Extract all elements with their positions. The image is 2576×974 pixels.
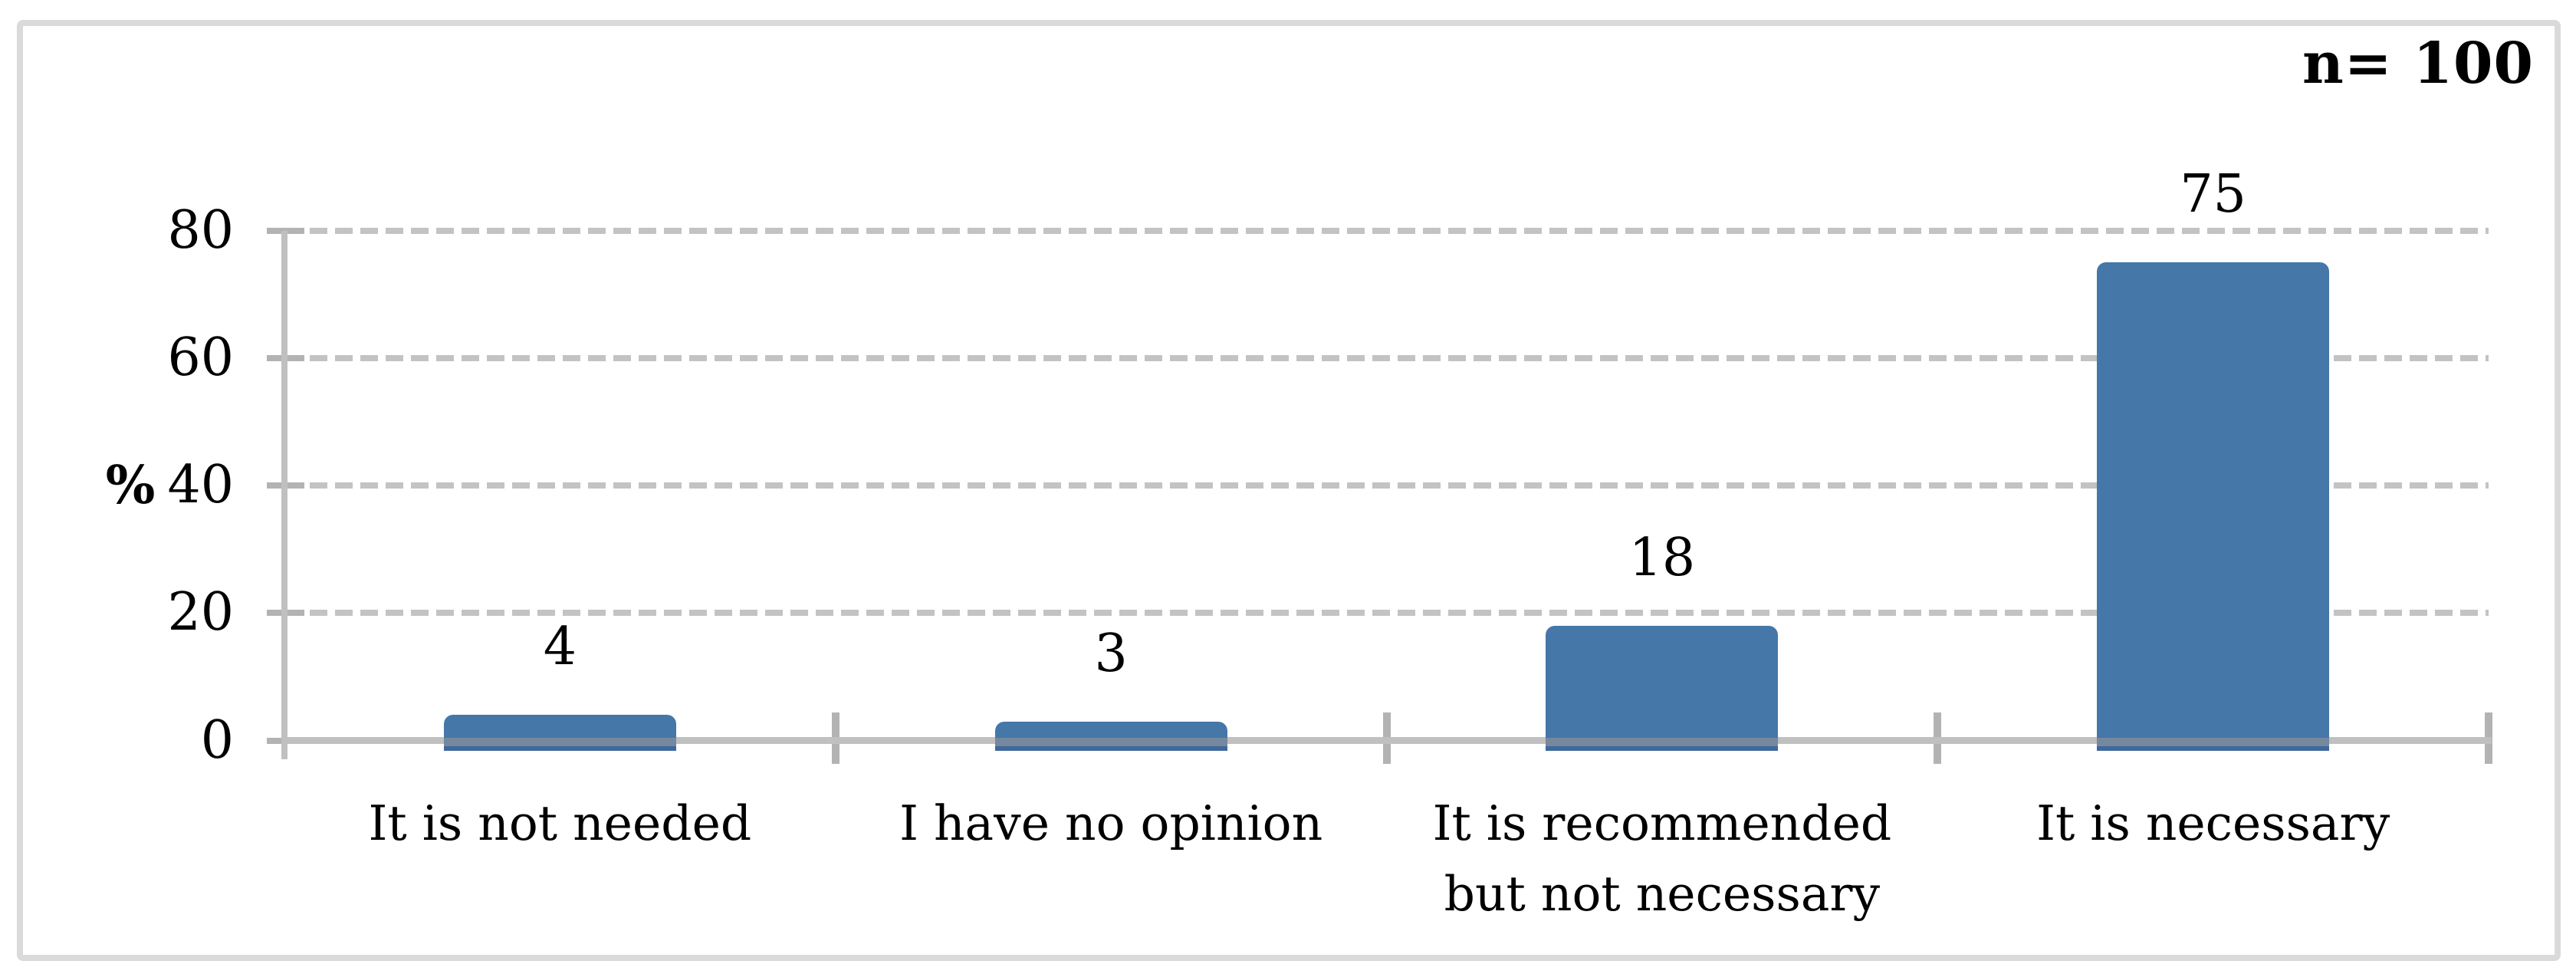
bar-bottom-shade (1546, 737, 1779, 751)
figure-border (17, 20, 2561, 961)
x-axis-line (284, 737, 2492, 744)
y-tick-label-0: 0 (200, 709, 234, 771)
bar-bottom-shade (443, 737, 676, 751)
bar-bottom-shade (2097, 737, 2330, 751)
bar-1 (443, 715, 676, 751)
bar-2 (994, 721, 1227, 751)
bar-value-label-1: 4 (543, 617, 577, 678)
bar-value-label-3: 18 (1628, 527, 1696, 588)
gridline-20 (284, 610, 2489, 617)
bar-bottom-shade (994, 737, 1227, 751)
y-tick-label-40: 40 (167, 455, 234, 515)
y-tick-label-60: 60 (167, 327, 234, 388)
bar-value-label-4: 75 (2180, 164, 2246, 225)
category-label-1: It is not needed (368, 795, 752, 851)
y-tick-label-20: 20 (167, 582, 234, 643)
gridline-60 (284, 354, 2489, 361)
sample-size-annotation: n= 100 (2302, 31, 2534, 97)
category-label-3: It is recommended but not necessary (1432, 795, 1892, 922)
y-axis-unit-label: % (105, 455, 156, 516)
category-label-2: I have no opinion (899, 795, 1323, 851)
bar-value-label-2: 3 (1094, 623, 1128, 684)
category-label-4: It is necessary (2036, 795, 2390, 851)
gridline-80 (284, 227, 2489, 234)
bar-3 (1546, 625, 1779, 751)
y-axis-line (281, 230, 288, 759)
y-tick-label-80: 80 (167, 199, 234, 261)
gridline-40 (284, 482, 2489, 489)
bar-4 (2097, 262, 2330, 751)
